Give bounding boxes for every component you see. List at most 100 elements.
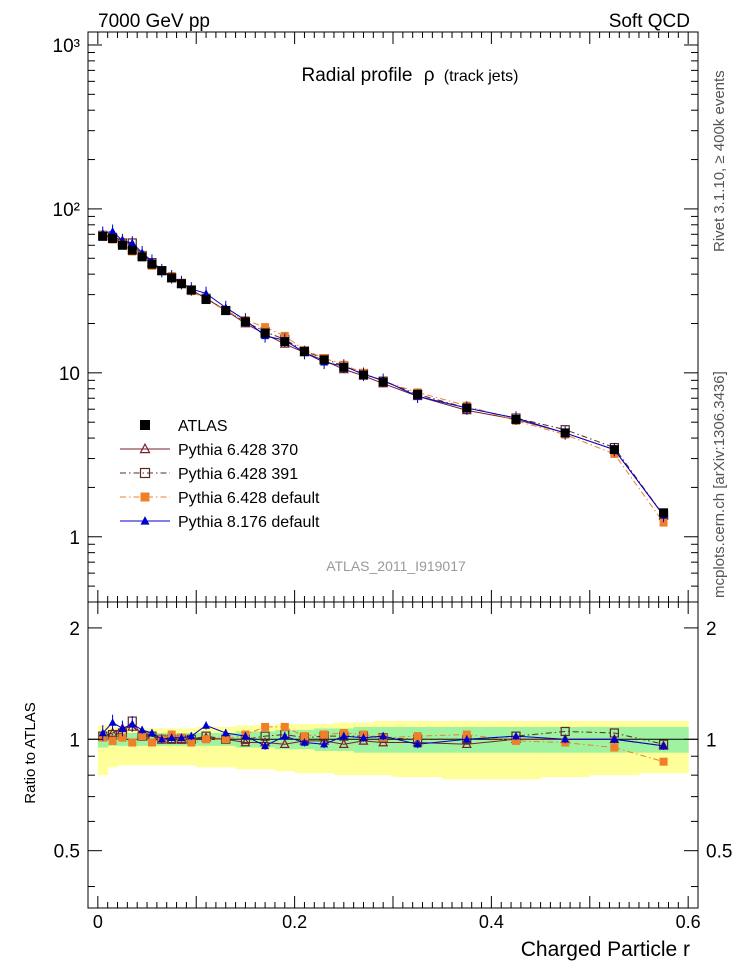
data-point: [186, 285, 196, 295]
ratio-y-tick-label-right: 1: [706, 730, 717, 751]
series-line: [102, 234, 664, 516]
ratio-point: [659, 757, 668, 766]
ratio-point: [128, 719, 137, 728]
data-point: [413, 389, 423, 399]
x-tick-label: 0.4: [479, 912, 504, 932]
ratio-y-tick-label: 1: [69, 730, 80, 751]
data-point: [98, 231, 108, 241]
legend-label: Pythia 8.176 default: [178, 514, 320, 531]
data-point: [280, 337, 290, 347]
ratio-point: [280, 722, 289, 731]
ratio-point: [320, 730, 329, 739]
rivet-label: Rivet 3.1.10, ≥ 400k events: [711, 70, 728, 252]
data-point: [147, 259, 157, 269]
ratio-y-tick-label: 0.5: [54, 842, 80, 863]
legend-label: Pythia 6.428 370: [178, 442, 298, 459]
watermark: ATLAS_2011_I919017: [326, 558, 466, 574]
ratio-point: [221, 728, 230, 737]
header-right-label: Soft QCD: [609, 11, 690, 32]
ratio-point: [610, 734, 619, 743]
syst-band-segment: [117, 728, 128, 766]
data-point: [659, 508, 669, 518]
ratio-point: [98, 728, 107, 737]
x-tick-label: 0.2: [282, 912, 307, 932]
x-tick-label: 0.6: [676, 912, 701, 932]
data-point: [299, 346, 309, 356]
data-point: [260, 328, 270, 338]
ratio-y-tick-label-right: 2: [706, 619, 717, 640]
ratio-point: [221, 735, 230, 744]
syst-band-segment: [137, 728, 148, 766]
y-tick-label: 10²: [53, 200, 80, 221]
ratio-point: [138, 725, 147, 734]
header-left-label: 7000 GeV pp: [98, 11, 210, 32]
title-symbol: ρ: [424, 65, 435, 86]
main-title: Radial profile ρ (track jets): [302, 65, 519, 86]
ratio-point: [511, 736, 520, 745]
series-line: [102, 234, 664, 523]
legend-item: ATLAS: [140, 418, 228, 435]
ratio-point: [177, 733, 186, 741]
data-point: [201, 295, 211, 305]
data-point: [221, 306, 231, 316]
ratio-point: [108, 718, 117, 726]
legend-marker: [140, 420, 150, 430]
ratio-point: [511, 731, 520, 740]
data-point: [108, 226, 117, 235]
series-0: [98, 231, 669, 518]
data-point: [511, 414, 521, 424]
legend-item: Pythia 8.176 default: [120, 514, 320, 531]
data-point: [117, 240, 127, 250]
ratio-point: [300, 732, 309, 741]
ratio-point: [561, 734, 570, 743]
syst-band-segment: [97, 725, 109, 776]
ratio-point: [462, 730, 471, 739]
legend-marker: [140, 492, 150, 502]
data-point: [339, 362, 349, 372]
data-point: [137, 252, 147, 262]
ratio-point: [413, 732, 422, 741]
ratio-point: [261, 722, 270, 731]
legend-marker: [140, 516, 150, 525]
syst-band-segment: [186, 728, 197, 766]
ratio-point: [128, 738, 137, 747]
mcplots-label: mcplots.cern.ch [arXiv:1306.3436]: [711, 371, 728, 598]
ratio-point: [339, 731, 348, 740]
legend: ATLAS Pythia 6.428 370 Pythia 6.428 391 Pyt…: [120, 418, 320, 531]
ratio-point: [261, 741, 270, 750]
ratio-point: [157, 734, 166, 743]
ratio-point: [187, 731, 196, 740]
data-point: [378, 377, 388, 387]
data-point: [202, 289, 211, 297]
syst-band-segment: [107, 726, 119, 768]
legend-label: ATLAS: [178, 418, 228, 435]
data-point: [127, 245, 137, 255]
data-point: [659, 518, 668, 527]
ratio-panel-series: [97, 714, 669, 766]
ratio-point: [107, 727, 118, 737]
data-point: [240, 317, 250, 327]
ratio-y-tick-label: 2: [69, 619, 80, 640]
y-tick-label: 1: [69, 528, 80, 549]
legend-label: Pythia 6.428 391: [178, 466, 298, 483]
ratio-point: [138, 732, 147, 741]
ratio-point: [240, 736, 251, 747]
syst-band-segment: [156, 728, 168, 766]
ratio-point: [300, 738, 309, 746]
y-tick-label: 10³: [53, 36, 80, 57]
main-panel-series: [97, 224, 669, 527]
data-point: [176, 279, 186, 289]
legend-item: Pythia 6.428 370: [120, 442, 298, 459]
axes: 0 0.2 0.4 0.6 10³ 10² 10 1 2 2 1 1 0.5 0.5: [53, 31, 732, 932]
data-point: [157, 266, 167, 276]
data-point: [128, 238, 137, 247]
data-point: [167, 273, 177, 283]
ratio-point: [359, 733, 368, 741]
ratio-point: [462, 734, 471, 743]
ratio-point: [202, 721, 211, 729]
ratio-point: [379, 731, 388, 740]
ratio-series-3: [98, 714, 668, 750]
ratio-ylabel: Ratio to ATLAS: [22, 702, 39, 803]
data-point: [609, 445, 619, 455]
